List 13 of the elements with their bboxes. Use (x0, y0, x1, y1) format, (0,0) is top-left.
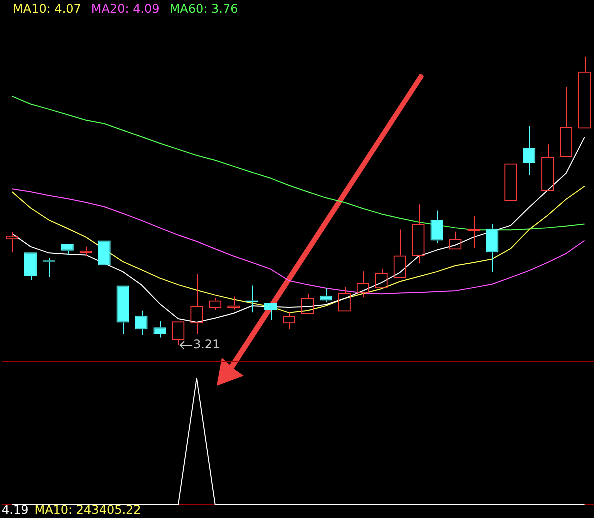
text: MA60: 3.76 (170, 2, 238, 16)
candlestick (486, 224, 499, 274)
annotation: 4.19 (2, 503, 29, 518)
candlestick (154, 320, 166, 338)
candlestick (24, 252, 37, 281)
candlestick (430, 210, 444, 244)
candlestick (61, 244, 74, 256)
annotation: 3.21 (193, 338, 220, 352)
candlestick (320, 288, 332, 304)
text: MA10: 4.07 (13, 2, 82, 16)
text: MA20: 4.09 (91, 2, 160, 16)
candlestick (468, 216, 480, 250)
annotation: MA10: 243405.22 (34, 503, 142, 518)
